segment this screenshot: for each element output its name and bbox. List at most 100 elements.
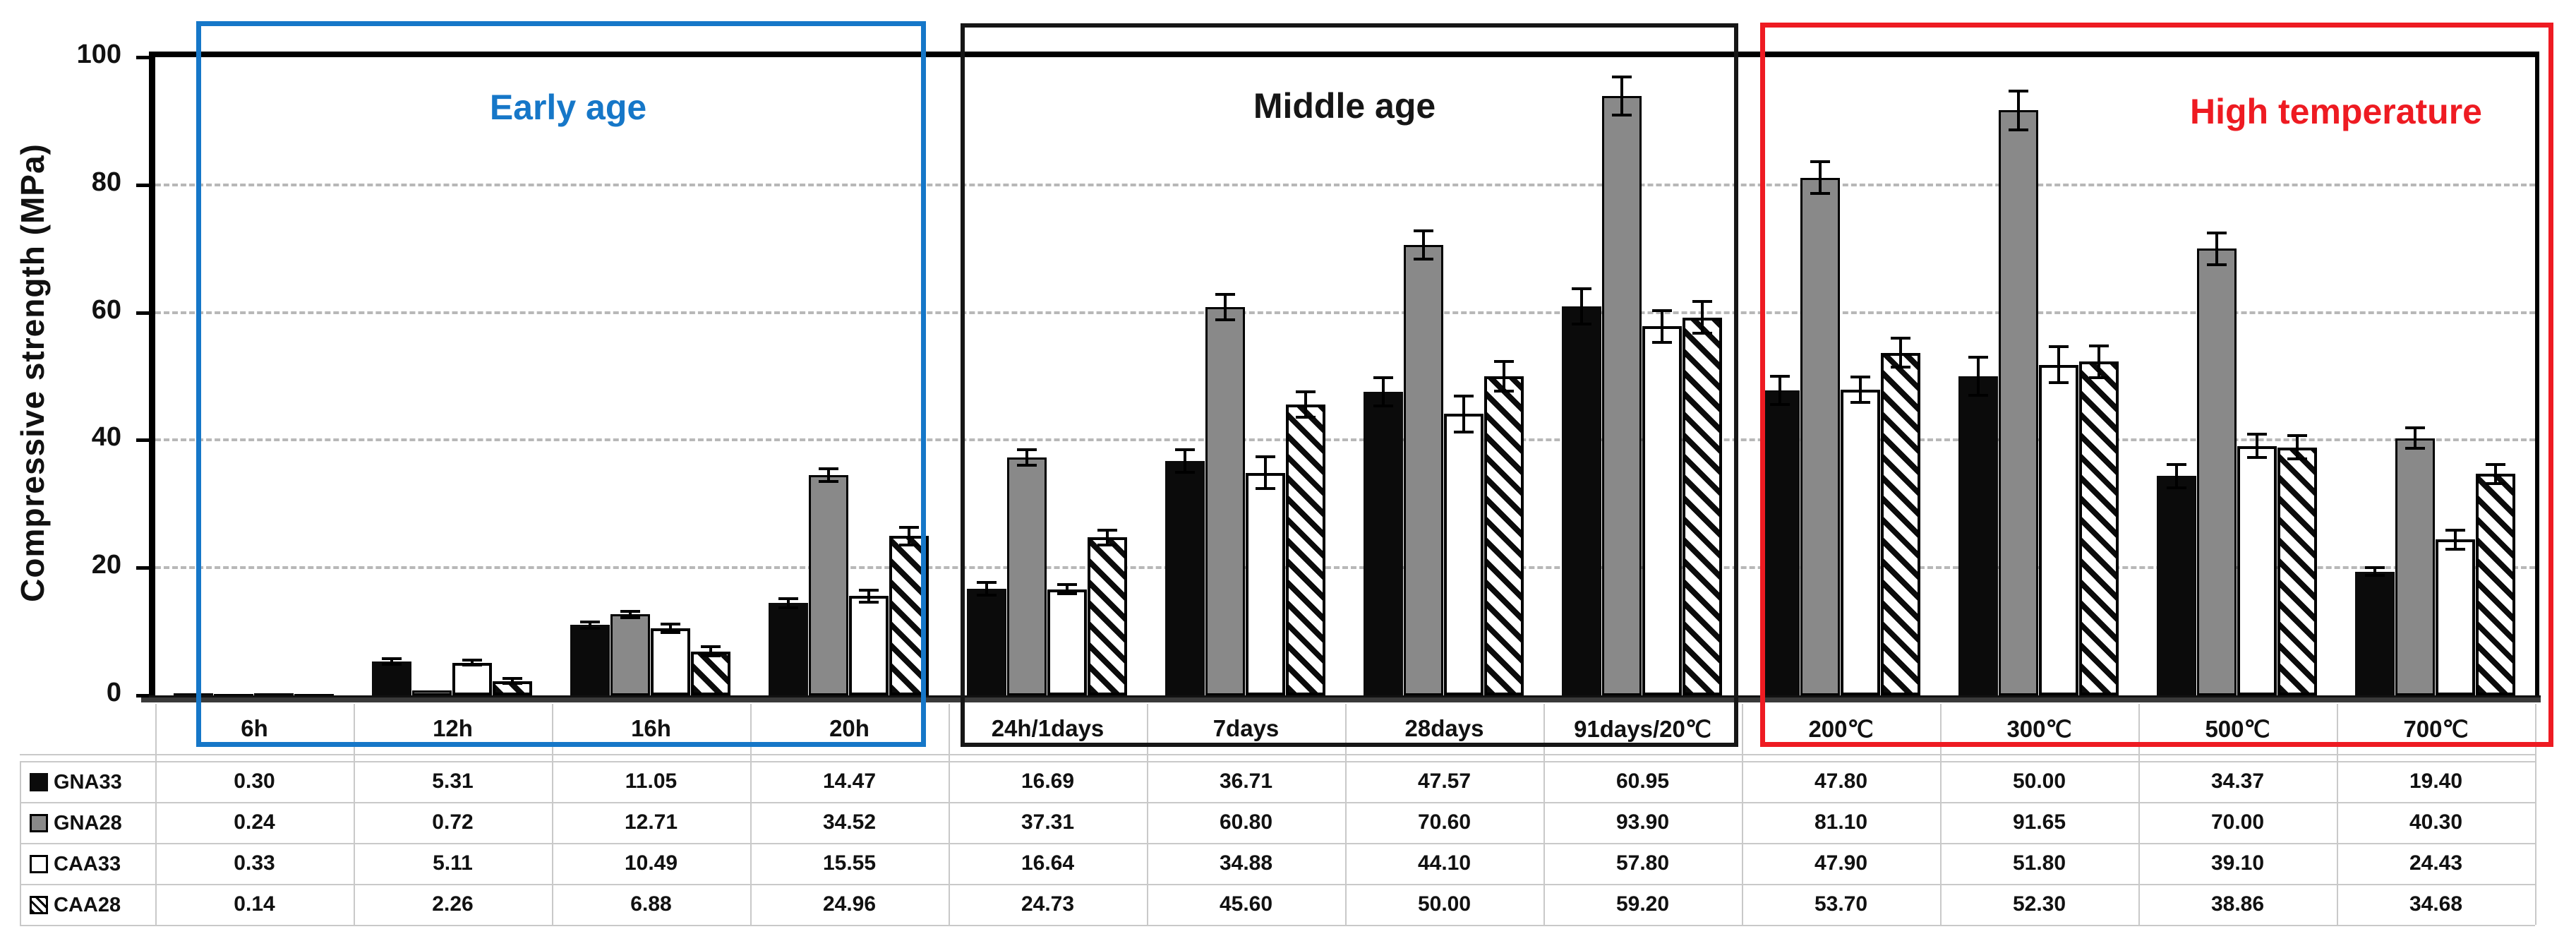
legend-label-CAA28: CAA28 xyxy=(54,894,121,916)
bar-GNA28-28days xyxy=(1404,245,1443,695)
bar-CAA28-28days xyxy=(1484,376,1524,695)
table-cell: 0.30 xyxy=(234,770,275,793)
y-tick-mark xyxy=(136,438,149,442)
y-axis-title: Compressive strength (MPa) xyxy=(14,143,51,602)
annotation-label-1: Middle age xyxy=(1253,86,1436,126)
y-tick-mark xyxy=(136,56,149,59)
error-bar-line xyxy=(1503,361,1505,391)
error-bar-cap-bottom xyxy=(661,631,680,634)
table-cell: 0.24 xyxy=(234,810,275,834)
table-column-line xyxy=(354,704,355,925)
table-cell: 16.64 xyxy=(1021,851,1075,875)
table-column-line xyxy=(1345,704,1347,925)
table-row-line xyxy=(20,843,2535,844)
table-cell: 44.10 xyxy=(1417,851,1471,875)
error-bar-cap-bottom xyxy=(2089,376,2109,379)
error-bar-cap-top xyxy=(701,645,721,648)
error-bar-cap-top xyxy=(1850,376,1870,378)
error-bar-cap-top xyxy=(462,659,482,661)
error-bar-cap-top xyxy=(2167,463,2186,466)
error-bar-cap-bottom xyxy=(2049,381,2069,384)
table-cell: 47.80 xyxy=(1814,770,1868,793)
legend-swatch-CAA33 xyxy=(30,855,48,873)
error-bar-cap-bottom xyxy=(1256,487,1275,490)
error-bar-line xyxy=(2097,346,2100,378)
error-bar-cap-bottom xyxy=(2287,457,2307,460)
error-bar-line xyxy=(2057,347,2060,383)
error-bar-line xyxy=(709,647,712,656)
table-cell: 19.40 xyxy=(2409,770,2463,793)
error-bar-cap-top xyxy=(1215,293,1235,296)
error-bar-line xyxy=(589,622,591,628)
error-bar-cap-top xyxy=(2365,566,2385,569)
bar-GNA28-500℃ xyxy=(2197,249,2237,695)
error-bar-cap-top xyxy=(1175,448,1195,451)
error-bar-cap-bottom xyxy=(1175,471,1195,474)
table-cell: 36.71 xyxy=(1219,770,1273,793)
table-cell: 70.00 xyxy=(2210,810,2265,834)
table-cell: 34.68 xyxy=(2409,892,2463,916)
error-bar-line xyxy=(985,582,988,595)
error-bar-cap-bottom xyxy=(620,616,640,619)
error-bar-cap-bottom xyxy=(2009,128,2028,131)
table-cell: 34.88 xyxy=(1219,851,1273,875)
bar-CAA33-16h xyxy=(651,628,690,695)
header-bottom-line xyxy=(20,754,2535,755)
error-bar-line xyxy=(2373,568,2376,575)
error-bar-cap-top xyxy=(2089,345,2109,347)
error-bar-cap-bottom xyxy=(1494,390,1514,393)
error-bar-line xyxy=(2175,465,2178,488)
table-column-line xyxy=(1147,704,1148,925)
y-tick-label: 100 xyxy=(76,40,121,69)
y-tick-label: 40 xyxy=(91,422,121,452)
x-category-label: 24h/1days xyxy=(991,715,1105,741)
table-cell: 5.31 xyxy=(432,770,474,793)
error-bar-cap-top xyxy=(2049,345,2069,348)
table-column-line xyxy=(1543,704,1545,925)
x-category-label: 7days xyxy=(1212,715,1280,741)
error-bar-line xyxy=(2494,465,2497,484)
error-bar-cap-bottom xyxy=(1652,341,1672,344)
bar-GNA33-500℃ xyxy=(2157,476,2196,695)
error-bar-cap-top xyxy=(1612,76,1632,78)
error-bar-cap-top xyxy=(382,657,402,660)
bar-CAA33-24h/1days xyxy=(1047,589,1087,695)
table-cell: 34.52 xyxy=(822,810,877,834)
bar-GNA33-20h xyxy=(769,603,808,695)
bar-CAA33-12h xyxy=(452,663,492,695)
error-bar-line xyxy=(867,590,870,601)
error-bar-cap-bottom xyxy=(899,544,919,546)
error-bar-cap-bottom xyxy=(701,654,721,657)
error-bar-cap-top xyxy=(2486,463,2505,466)
error-bar-cap-bottom xyxy=(1692,332,1712,335)
table-cell: 60.95 xyxy=(1615,770,1670,793)
error-bar-cap-bottom xyxy=(462,664,482,666)
error-bar-line xyxy=(1224,294,1227,320)
table-cell: 0.33 xyxy=(234,851,275,875)
bar-GNA33-700℃ xyxy=(2355,572,2395,695)
x-category-label: 700℃ xyxy=(2403,715,2469,742)
table-cell: 34.37 xyxy=(2210,770,2265,793)
x-axis-line xyxy=(141,695,2541,702)
plot-top-border xyxy=(149,52,2539,57)
error-bar-cap-bottom xyxy=(2167,486,2186,489)
annotation-label-2: High temperature xyxy=(2190,92,2482,131)
error-bar-cap-top xyxy=(1256,455,1275,458)
error-bar-line xyxy=(2454,530,2457,549)
y-tick-label: 0 xyxy=(106,678,121,707)
bar-CAA33-700℃ xyxy=(2436,539,2475,695)
table-row-line xyxy=(20,925,2535,926)
table-cell: 50.00 xyxy=(1417,892,1471,916)
error-bar-line xyxy=(629,611,632,618)
table-row-line xyxy=(20,761,2535,762)
error-bar-cap-top xyxy=(1097,529,1117,532)
bar-CAA33-28days xyxy=(1444,414,1483,695)
error-bar-cap-top xyxy=(1770,375,1790,378)
error-bar-line xyxy=(787,599,790,608)
y-tick-mark xyxy=(136,184,149,187)
y-tick-mark xyxy=(136,566,149,570)
error-bar-cap-top xyxy=(899,526,919,529)
h-gridline xyxy=(155,438,2535,441)
error-bar-line xyxy=(1661,311,1663,342)
error-bar-line xyxy=(1899,338,1902,368)
